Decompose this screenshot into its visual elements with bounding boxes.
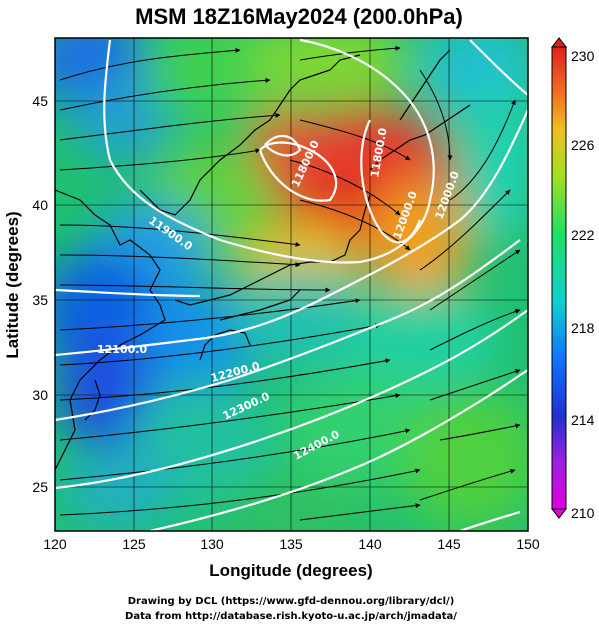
colorbar-tick-label: 218 [571, 320, 595, 336]
x-axis: 120 125 130 135 140 145 150 Longitude (d… [43, 536, 540, 580]
graticule [55, 38, 528, 531]
wind-streamlines [59, 45, 521, 521]
temperature-field [55, 38, 528, 531]
colorbar-top-arrow [550, 37, 568, 48]
colorbar-tick-label: 214 [571, 412, 595, 428]
credit-drawing: Drawing by DCL (https://www.gfd-dennou.o… [128, 596, 455, 607]
colorbar-tick-label: 210 [571, 505, 595, 521]
y-tick-label: 25 [32, 479, 48, 495]
colorbar-tick-label: 230 [571, 48, 595, 64]
x-tick-label: 140 [358, 536, 382, 552]
y-axis: 25 30 35 40 45 Latitude (degrees) [3, 93, 48, 495]
colorbar-bottom-arrow [550, 508, 568, 519]
credit-data: Data from http://database.rish.kyoto-u.a… [125, 611, 457, 622]
x-tick-label: 145 [437, 536, 461, 552]
x-tick-label: 120 [43, 536, 67, 552]
contour-label: 12100.0 [97, 343, 147, 356]
y-tick-label: 30 [32, 387, 48, 403]
plot-frame [54, 37, 529, 532]
x-tick-label: 125 [122, 536, 146, 552]
height-contours [55, 38, 528, 531]
x-tick-label: 150 [516, 536, 540, 552]
y-axis-title: Latitude (degrees) [3, 211, 22, 358]
colorbar: 230 226 222 218 214 210 [550, 37, 595, 521]
y-tick-label: 35 [32, 292, 48, 308]
colorbar-tick-label: 226 [571, 137, 595, 153]
map-plot-area: 11900.0 12100.0 12200.0 12300.0 12400.0 … [55, 38, 528, 531]
colorbar-scale [551, 46, 567, 510]
x-axis-title: Longitude (degrees) [209, 561, 372, 580]
x-tick-label: 135 [279, 536, 303, 552]
colorbar-tick-label: 222 [571, 227, 595, 243]
figure-title: MSM 18Z16May2024 (200.0hPa) [135, 4, 463, 29]
y-tick-label: 45 [32, 93, 48, 109]
y-tick-label: 40 [32, 197, 48, 213]
x-tick-label: 130 [200, 536, 224, 552]
